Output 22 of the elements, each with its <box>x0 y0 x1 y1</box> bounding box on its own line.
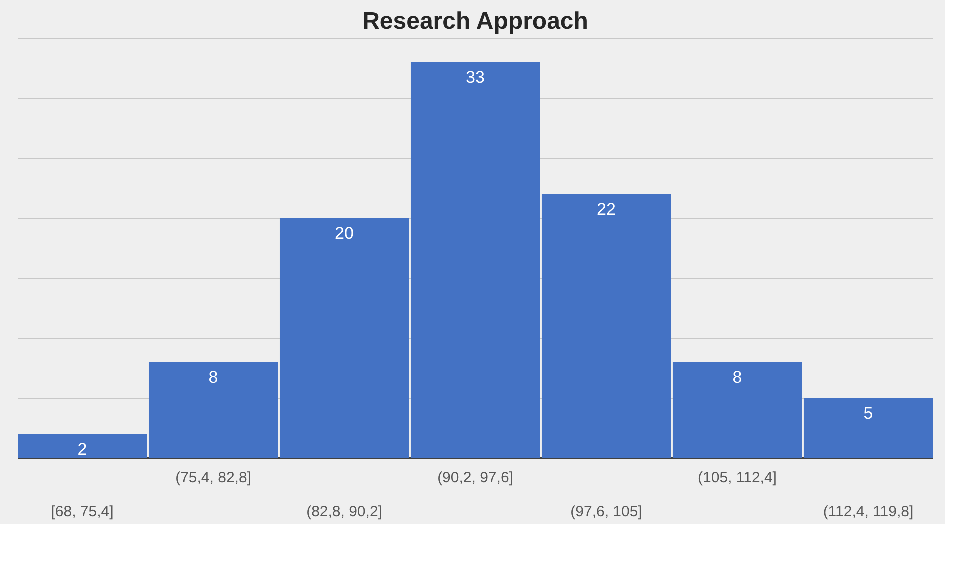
data-label: 22 <box>597 200 616 219</box>
bar <box>804 398 933 458</box>
bar <box>18 434 148 458</box>
x-tick-label: (90,2, 97,6] <box>438 470 514 486</box>
x-tick-label: (75,4, 82,8] <box>176 470 252 486</box>
x-tick-label: (112,4, 119,8] <box>823 504 914 520</box>
data-label: 8 <box>208 368 218 387</box>
bar <box>672 362 802 458</box>
x-tick-label: (97,6, 105] <box>570 504 642 520</box>
x-tick-label: (82,8, 90,2] <box>306 504 382 520</box>
bar <box>410 62 540 458</box>
x-tick-label: (105, 112,4] <box>698 470 777 486</box>
bar <box>280 218 410 458</box>
data-label: 2 <box>78 440 88 459</box>
chart-title: Research Approach <box>362 8 588 35</box>
data-label: 33 <box>466 68 485 87</box>
x-tick-label: [68, 75,4] <box>51 504 114 520</box>
bar <box>148 362 278 458</box>
data-label: 5 <box>864 404 874 423</box>
bar <box>542 194 672 458</box>
data-label: 8 <box>732 368 742 387</box>
data-label: 20 <box>335 224 354 243</box>
